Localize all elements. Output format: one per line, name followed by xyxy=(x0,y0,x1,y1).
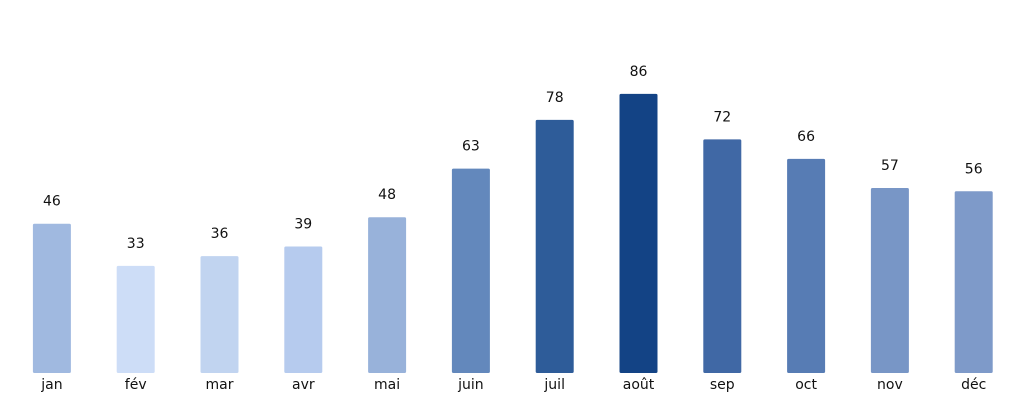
bar xyxy=(619,93,658,374)
value-label: 72 xyxy=(713,109,731,125)
x-tick-label: mar xyxy=(206,377,234,393)
x-tick-label: juin xyxy=(457,377,484,393)
value-label: 48 xyxy=(378,187,396,203)
bar xyxy=(703,139,742,373)
bar xyxy=(200,256,239,373)
bar xyxy=(116,265,155,373)
bar xyxy=(284,246,323,373)
bar xyxy=(451,168,490,373)
x-tick-label: fév xyxy=(125,377,147,393)
value-label: 33 xyxy=(127,236,145,252)
bar xyxy=(870,188,909,373)
x-tick-label: nov xyxy=(877,377,903,393)
x-tick-label: oct xyxy=(795,377,817,393)
value-label: 36 xyxy=(211,226,229,242)
bar xyxy=(954,191,993,373)
value-label: 57 xyxy=(881,158,899,174)
x-tick-label: juil xyxy=(543,377,565,393)
bar xyxy=(787,158,826,373)
x-tick-label: sep xyxy=(710,377,735,393)
x-tick-label: août xyxy=(623,377,655,393)
x-tick-label: déc xyxy=(961,377,986,393)
x-tick-label: jan xyxy=(40,377,62,393)
value-label: 66 xyxy=(797,129,815,145)
value-label: 63 xyxy=(462,139,480,155)
value-label: 78 xyxy=(546,90,564,106)
x-tick-label: avr xyxy=(292,377,315,393)
x-tick-label: mai xyxy=(374,377,400,393)
value-label: 56 xyxy=(965,161,983,177)
value-label: 39 xyxy=(294,216,312,232)
value-label: 46 xyxy=(43,194,61,210)
bar xyxy=(535,119,574,373)
bar xyxy=(368,217,407,373)
value-label: 86 xyxy=(630,64,648,80)
bar xyxy=(32,223,71,373)
